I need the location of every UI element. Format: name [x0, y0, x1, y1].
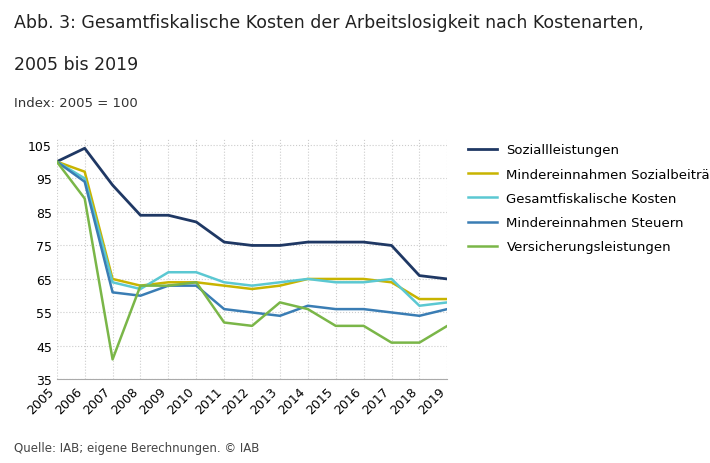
- Soziallleistungen: [164, 213, 173, 219]
- Versicherungsleistungen: [443, 323, 452, 329]
- Versicherungsleistungen: [164, 283, 173, 289]
- Mindereinnahmen Sozialbeiträge: [164, 280, 173, 286]
- Mindereinnahmen Steuern: [220, 307, 229, 312]
- Gesamtfiskalische Kosten: [80, 176, 89, 182]
- Gesamtfiskalische Kosten: [53, 160, 61, 165]
- Versicherungsleistungen: [192, 280, 200, 286]
- Soziallleistungen: [387, 243, 395, 249]
- Mindereinnahmen Steuern: [304, 303, 312, 309]
- Versicherungsleistungen: [136, 283, 145, 289]
- Line: Soziallleistungen: Soziallleistungen: [57, 149, 447, 279]
- Line: Mindereinnahmen Steuern: Mindereinnahmen Steuern: [57, 163, 447, 316]
- Gesamtfiskalische Kosten: [304, 276, 312, 282]
- Gesamtfiskalische Kosten: [275, 280, 284, 286]
- Mindereinnahmen Steuern: [332, 307, 340, 312]
- Mindereinnahmen Steuern: [53, 160, 61, 165]
- Versicherungsleistungen: [53, 160, 61, 165]
- Mindereinnahmen Steuern: [415, 313, 424, 319]
- Soziallleistungen: [415, 273, 424, 279]
- Line: Gesamtfiskalische Kosten: Gesamtfiskalische Kosten: [57, 163, 447, 306]
- Mindereinnahmen Steuern: [164, 283, 173, 289]
- Versicherungsleistungen: [220, 320, 229, 325]
- Soziallleistungen: [443, 276, 452, 282]
- Text: 2005 bis 2019: 2005 bis 2019: [14, 56, 138, 74]
- Soziallleistungen: [304, 240, 312, 245]
- Gesamtfiskalische Kosten: [220, 280, 229, 286]
- Text: Index: 2005 = 100: Index: 2005 = 100: [14, 97, 138, 110]
- Mindereinnahmen Sozialbeiträge: [53, 160, 61, 165]
- Gesamtfiskalische Kosten: [192, 270, 200, 275]
- Mindereinnahmen Steuern: [192, 283, 200, 289]
- Versicherungsleistungen: [248, 323, 256, 329]
- Line: Versicherungsleistungen: Versicherungsleistungen: [57, 163, 447, 360]
- Soziallleistungen: [275, 243, 284, 249]
- Mindereinnahmen Sozialbeiträge: [415, 297, 424, 302]
- Gesamtfiskalische Kosten: [359, 280, 368, 286]
- Mindereinnahmen Steuern: [387, 310, 395, 316]
- Mindereinnahmen Sozialbeiträge: [192, 280, 200, 286]
- Gesamtfiskalische Kosten: [443, 300, 452, 306]
- Gesamtfiskalische Kosten: [387, 276, 395, 282]
- Mindereinnahmen Steuern: [275, 313, 284, 319]
- Versicherungsleistungen: [332, 323, 340, 329]
- Soziallleistungen: [136, 213, 145, 219]
- Versicherungsleistungen: [359, 323, 368, 329]
- Mindereinnahmen Steuern: [109, 290, 117, 295]
- Mindereinnahmen Sozialbeiträge: [80, 169, 89, 175]
- Mindereinnahmen Steuern: [443, 307, 452, 312]
- Gesamtfiskalische Kosten: [136, 287, 145, 292]
- Mindereinnahmen Sozialbeiträge: [359, 276, 368, 282]
- Mindereinnahmen Sozialbeiträge: [332, 276, 340, 282]
- Mindereinnahmen Sozialbeiträge: [275, 283, 284, 289]
- Soziallleistungen: [332, 240, 340, 245]
- Mindereinnahmen Sozialbeiträge: [136, 283, 145, 289]
- Mindereinnahmen Steuern: [80, 180, 89, 185]
- Versicherungsleistungen: [304, 307, 312, 312]
- Gesamtfiskalische Kosten: [164, 270, 173, 275]
- Mindereinnahmen Steuern: [359, 307, 368, 312]
- Legend: Soziallleistungen, Mindereinnahmen Sozialbeiträge, Gesamtfiskalische Kosten, Min: Soziallleistungen, Mindereinnahmen Sozia…: [463, 139, 710, 259]
- Soziallleistungen: [220, 240, 229, 245]
- Soziallleistungen: [80, 146, 89, 152]
- Soziallleistungen: [109, 183, 117, 188]
- Gesamtfiskalische Kosten: [415, 303, 424, 309]
- Versicherungsleistungen: [109, 357, 117, 363]
- Mindereinnahmen Sozialbeiträge: [387, 280, 395, 286]
- Mindereinnahmen Steuern: [248, 310, 256, 316]
- Soziallleistungen: [192, 220, 200, 225]
- Mindereinnahmen Sozialbeiträge: [220, 283, 229, 289]
- Gesamtfiskalische Kosten: [332, 280, 340, 286]
- Line: Mindereinnahmen Sozialbeiträge: Mindereinnahmen Sozialbeiträge: [57, 163, 447, 300]
- Mindereinnahmen Steuern: [136, 293, 145, 299]
- Versicherungsleistungen: [387, 340, 395, 346]
- Gesamtfiskalische Kosten: [109, 280, 117, 286]
- Mindereinnahmen Sozialbeiträge: [109, 276, 117, 282]
- Mindereinnahmen Sozialbeiträge: [304, 276, 312, 282]
- Versicherungsleistungen: [415, 340, 424, 346]
- Soziallleistungen: [248, 243, 256, 249]
- Text: Quelle: IAB; eigene Berechnungen. © IAB: Quelle: IAB; eigene Berechnungen. © IAB: [14, 441, 260, 454]
- Soziallleistungen: [359, 240, 368, 245]
- Soziallleistungen: [53, 160, 61, 165]
- Text: Abb. 3: Gesamtfiskalische Kosten der Arbeitslosigkeit nach Kostenarten,: Abb. 3: Gesamtfiskalische Kosten der Arb…: [14, 14, 644, 32]
- Mindereinnahmen Sozialbeiträge: [248, 287, 256, 292]
- Gesamtfiskalische Kosten: [248, 283, 256, 289]
- Versicherungsleistungen: [275, 300, 284, 306]
- Versicherungsleistungen: [80, 196, 89, 202]
- Mindereinnahmen Sozialbeiträge: [443, 297, 452, 302]
